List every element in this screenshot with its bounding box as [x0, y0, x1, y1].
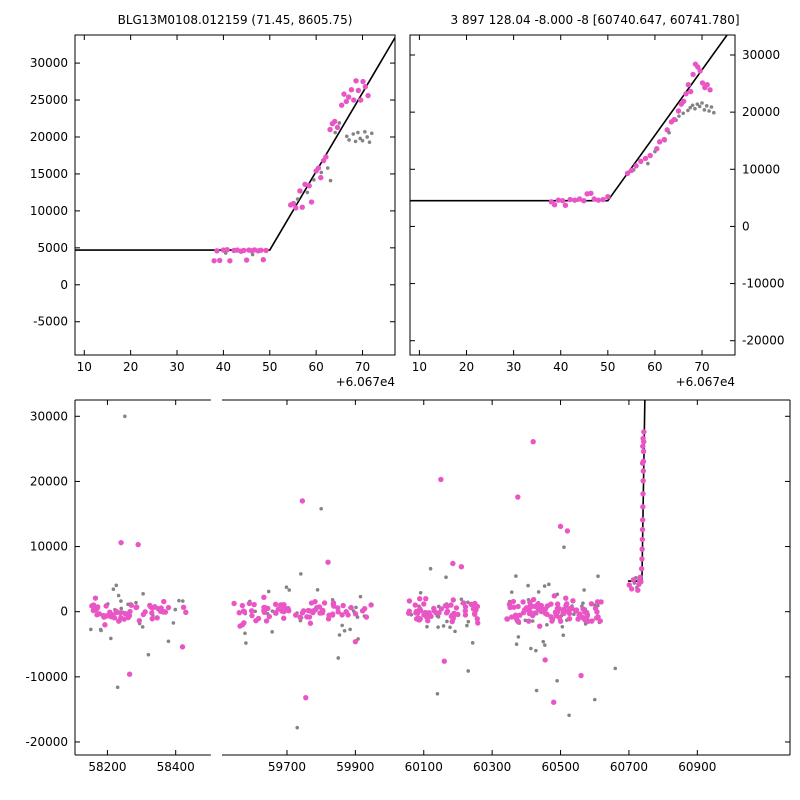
- model-light-curve: [410, 35, 729, 202]
- x-tick-label: 60300: [473, 760, 511, 774]
- y-axis: -20000 -10000 0 10000 20000 30000: [25, 409, 790, 749]
- x-tick-label: 59700: [268, 760, 306, 774]
- y-tick-label: 10000: [30, 204, 68, 218]
- scatter-series-target-star: [211, 78, 371, 264]
- y-tick-label: -5000: [33, 315, 68, 329]
- y-tick-label: -20000: [25, 735, 68, 749]
- y-tick-label: -20000: [742, 334, 785, 348]
- scatter-series-comparison-star: [631, 101, 716, 172]
- x-axis-offset-label: +6.067e4: [336, 375, 395, 389]
- x-tick-label: 20: [123, 360, 138, 374]
- plot1-title: BLG13M0108.012159 (71.45, 8605.75): [117, 13, 353, 27]
- x-tick-label: 10: [412, 360, 427, 374]
- plot-area: [410, 35, 729, 208]
- x-axis: 10 20 30 40 50 60 70+6.067e4: [412, 35, 735, 389]
- x-tick-label: 10: [77, 360, 92, 374]
- axes-frame: [74, 399, 791, 756]
- model-light-curve: [627, 400, 646, 582]
- y-tick-label: 30000: [742, 48, 780, 62]
- x-tick-label: 20: [459, 360, 474, 374]
- plot-area: [75, 36, 395, 264]
- plot-1: 10 20 30 40 50 60 70+6.067e4 -20000 -10000 0 10000…: [409, 34, 785, 389]
- x-tick-label: 70: [694, 360, 709, 374]
- x-axis-offset-label: +6.067e4: [676, 375, 735, 389]
- scatter-series-comparison-star: [223, 121, 374, 257]
- x-tick-label: 60500: [541, 760, 579, 774]
- scatter-cluster-season4-magenta: [504, 593, 604, 629]
- x-tick-label: 59900: [336, 760, 374, 774]
- y-tick-label: 30000: [30, 56, 68, 70]
- x-tick-label: 30: [169, 360, 184, 374]
- y-tick-label: 20000: [742, 105, 780, 119]
- x-tick-label: 70: [355, 360, 370, 374]
- y-tick-label: 10000: [742, 162, 780, 176]
- y-tick-label: 5000: [37, 241, 68, 255]
- x-tick-label: 60100: [405, 760, 443, 774]
- x-tick-label: 50: [262, 360, 277, 374]
- y-tick-label: 20000: [30, 474, 68, 488]
- scatter-series-target-star: [548, 61, 713, 208]
- plot-0: 10 20 30 40 50 60 70+6.067e4 -5000 0 5000 10000 150…: [30, 34, 396, 389]
- x-tick-label: 40: [553, 360, 568, 374]
- y-tick-label: 15000: [30, 167, 68, 181]
- x-tick-label: 60900: [678, 760, 716, 774]
- x-tick-label: 60: [647, 360, 662, 374]
- scatter-cluster-season1-magenta: [89, 595, 189, 628]
- x-tick-label: 60: [309, 360, 324, 374]
- scatter-cluster-season3-magenta: [405, 595, 481, 626]
- y-tick-label: 0: [742, 219, 750, 233]
- x-axis: 58200 58400 59700 59900 60100 60300 60500 60700…: [88, 400, 716, 774]
- x-tick-label: 58200: [88, 760, 126, 774]
- scatter-series-magenta-outliers: [118, 438, 584, 705]
- plot-2: 58200 58400 59700 59900 60100 60300 60500 60700…: [25, 399, 791, 774]
- x-tick-label: 30: [506, 360, 521, 374]
- x-tick-label: 60700: [610, 760, 648, 774]
- y-tick-label: 10000: [30, 540, 68, 554]
- x-tick-label: 50: [600, 360, 615, 374]
- y-axis: -20000 -10000 0 10000 20000 30000: [410, 48, 785, 348]
- scatter-series-event-rise-magenta: [626, 429, 647, 593]
- y-tick-label: -10000: [25, 670, 68, 684]
- plot-area: [89, 400, 647, 730]
- y-tick-label: 0: [60, 278, 68, 292]
- y-axis: -5000 0 5000 10000 15000 20000 25000 30000: [30, 56, 395, 329]
- plot2-title: 3 897 128.04 -8.000 -8 [60740.647, 60741…: [450, 13, 740, 27]
- model-light-curve: [75, 36, 395, 251]
- axes-frame: [409, 34, 736, 356]
- x-tick-label: 40: [216, 360, 231, 374]
- axes-frame: [74, 34, 396, 356]
- y-tick-label: 20000: [30, 130, 68, 144]
- y-tick-label: -10000: [742, 277, 785, 291]
- x-tick-label: 58400: [157, 760, 195, 774]
- y-tick-label: 30000: [30, 409, 68, 423]
- y-tick-label: 0: [60, 605, 68, 619]
- y-tick-label: 25000: [30, 93, 68, 107]
- x-axis: 10 20 30 40 50 60 70+6.067e4: [77, 35, 395, 389]
- scatter-cluster-season2-magenta: [231, 594, 374, 629]
- scatter-series-gray-outliers: [109, 414, 639, 730]
